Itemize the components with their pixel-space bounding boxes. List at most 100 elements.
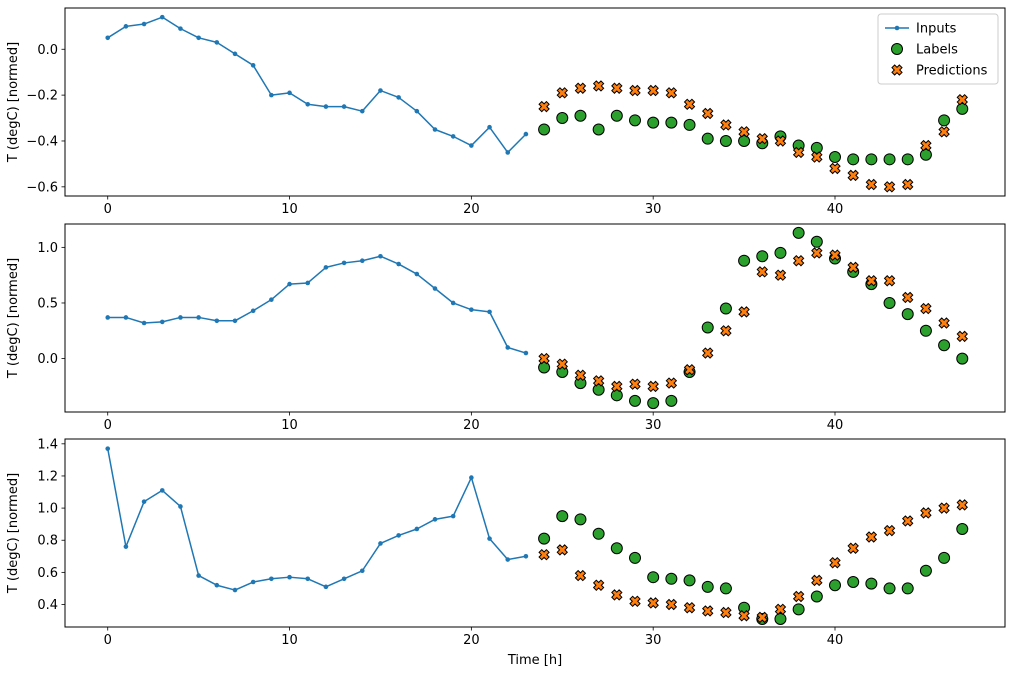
predictions-marker [847,261,859,274]
predictions-marker [701,347,714,359]
predictions-marker [738,126,750,138]
predictions-marker [611,82,623,94]
y-tick-label: 0.4 [37,598,58,613]
axes-frame [64,7,1006,197]
inputs-marker [487,536,492,541]
inputs-marker [123,315,129,320]
inputs-marker [523,131,529,137]
predictions-marker [592,80,605,92]
labels-marker [592,383,605,396]
predictions-marker [847,542,859,554]
labels-marker [610,389,623,402]
axes-frame [64,438,1006,628]
inputs-marker [141,21,147,27]
labels-marker [665,116,678,129]
labels-marker [956,102,969,115]
predictions-marker [665,598,678,611]
legend-frame [877,13,999,85]
predictions-marker [683,98,696,111]
inputs-marker [359,568,365,574]
labels-marker [647,397,660,410]
predictions-marker [883,181,896,193]
predictions-marker [920,139,932,152]
labels-marker [938,339,951,352]
inputs-marker [178,504,183,509]
inputs-marker [450,134,456,139]
labels-marker [647,116,660,129]
inputs-marker [123,544,129,549]
inputs-marker [523,350,529,356]
labels-marker [938,114,951,127]
labels-marker [719,134,732,147]
labels-marker [919,324,932,337]
x-tick-label: 0 [104,633,112,648]
inputs-marker [159,319,165,325]
inputs-marker [505,150,511,155]
inputs-marker [159,488,165,493]
labels-marker [592,123,605,136]
labels-marker [683,574,696,587]
predictions-marker [792,146,805,159]
predictions-marker [901,178,914,191]
labels-marker [847,576,860,589]
y-tick-label: −0.4 [26,134,58,149]
predictions-marker [556,358,569,370]
labels-marker [701,321,714,334]
labels-marker [592,527,605,540]
x-tick-label: 0 [104,418,112,433]
predictions-marker [883,275,896,287]
predictions-marker [920,302,932,315]
labels-marker [538,532,551,545]
labels-marker [610,542,623,555]
axes-frame [64,223,1006,413]
inputs-marker [450,300,456,306]
inputs-marker [269,576,274,582]
predictions-marker [647,84,659,97]
y-axis-label: T (degC) [normed] [6,258,21,379]
inputs-marker [105,35,111,41]
predictions-marker [556,87,569,99]
predictions-marker [574,569,587,582]
y-tick-label: 1.0 [37,502,58,517]
legend: Inputs Labels Predictions [877,13,999,85]
x-tick-label: 10 [281,418,298,433]
predictions-marker [647,597,659,609]
y-tick-label: 0.8 [37,534,58,549]
labels-marker [829,579,841,592]
predictions-marker [592,579,605,591]
y-tick-label: 1.0 [37,241,58,256]
x-tick-label: 20 [463,633,480,648]
predictions-marker [811,247,823,259]
inputs-marker [341,576,347,582]
labels-marker [629,394,641,407]
predictions-marker [847,169,859,182]
series-layer [105,226,969,410]
inputs-marker [378,253,383,259]
labels-marker [774,612,787,625]
labels-marker [919,564,932,577]
inputs-marker [323,104,329,109]
predictions-marker [956,499,969,511]
inputs-marker [232,318,238,324]
labels-marker [556,510,569,523]
labels-marker [738,254,751,267]
legend-inputs-dot [894,25,900,31]
inputs-marker [105,315,111,320]
labels-marker [810,235,823,248]
plot-area [65,439,1005,627]
predictions-marker [538,100,550,113]
predictions-marker [792,254,805,267]
inputs-marker [287,574,292,580]
predictions-marker [774,269,787,281]
inputs-marker [305,280,311,286]
inputs-marker [196,573,201,578]
inputs-marker [232,587,238,593]
x-axis-label: Time [h] [507,653,562,668]
inputs-marker [359,108,365,114]
x-tick-label: 30 [645,202,662,217]
predictions-marker [701,107,714,120]
predictions-marker [720,606,732,619]
labels-marker [647,571,660,584]
predictions-marker [665,87,678,99]
labels-marker [865,153,878,166]
